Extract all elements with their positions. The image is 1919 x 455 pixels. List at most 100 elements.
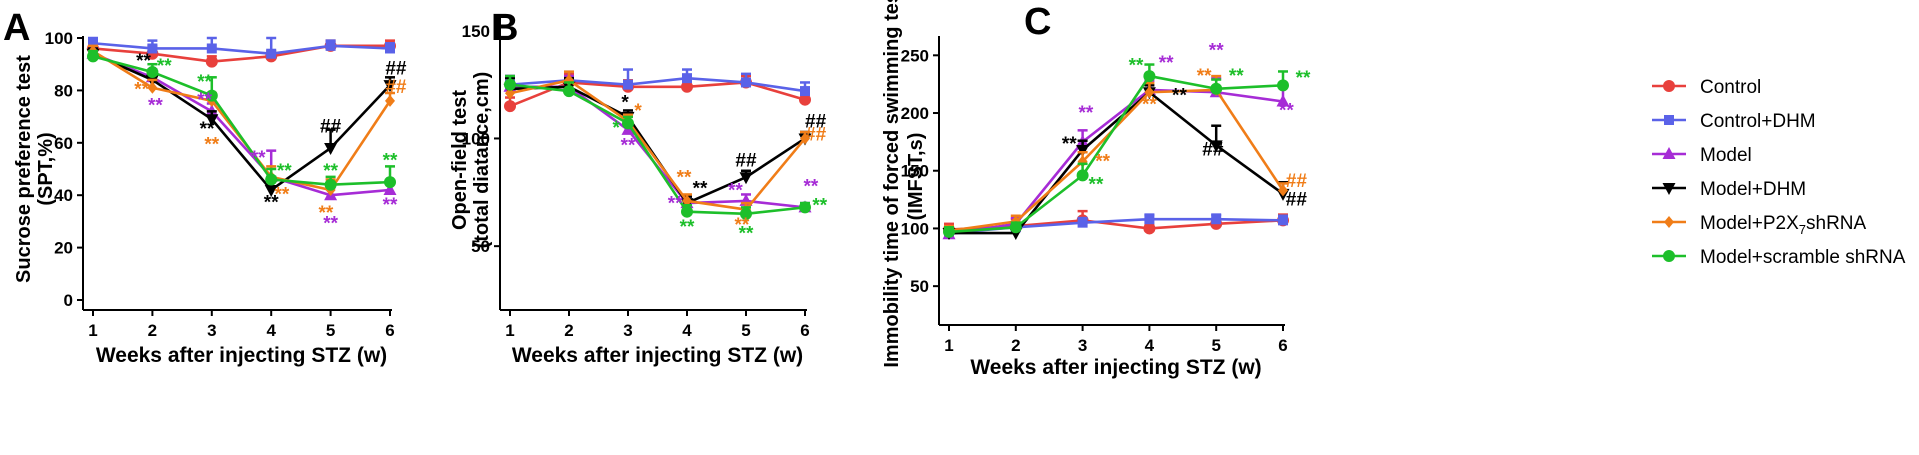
x-tick-label: 2: [148, 321, 157, 340]
significance-mark: **: [274, 184, 289, 205]
series-model: [942, 77, 1290, 240]
data-point: [740, 207, 752, 220]
y-tick-label: 20: [54, 239, 73, 258]
data-point: [206, 43, 217, 54]
legend-entry-model: Model: [1652, 145, 1752, 166]
series-line: [92, 52, 391, 192]
data-point: [1277, 79, 1289, 92]
significance-mark: ##: [320, 116, 342, 137]
data-point: [741, 77, 751, 88]
legend-marker: [1663, 80, 1675, 92]
data-point: [622, 117, 634, 130]
chart-panel-c: 50 100 150 200 250 1 2 3 4 5 6 Weeks after injectin…: [881, 0, 1311, 379]
legend-label: Model+P2X7shRNA: [1700, 213, 1867, 237]
data-point: [147, 43, 158, 54]
significance-mark: **: [1209, 40, 1224, 61]
data-point: [265, 173, 278, 186]
data-point: [324, 178, 337, 191]
series-line: [948, 88, 1285, 233]
series-line: [509, 79, 807, 211]
significance-mark: **: [323, 161, 338, 182]
series-model-dhm: [86, 47, 397, 197]
significance-mark: **: [812, 196, 827, 217]
x-tick-label: 1: [88, 321, 97, 340]
x-tick-label: 2: [564, 321, 573, 340]
significance-mark: **: [728, 181, 743, 202]
legend-label: Control: [1700, 77, 1761, 98]
panel-letter-c: C: [1024, 1, 1051, 43]
data-point: [1144, 86, 1155, 99]
x-tick-label: 4: [266, 321, 276, 340]
significance-mark: **: [1296, 68, 1311, 89]
data-point: [799, 93, 811, 106]
x-tick-label: 3: [207, 321, 216, 340]
x-axis-label: Weeks after injecting STZ (w): [970, 356, 1261, 379]
legend-entry-model-scramble-shrna: Model+scramble shRNA: [1652, 247, 1906, 268]
data-point: [205, 114, 219, 127]
data-point: [1143, 222, 1156, 235]
data-point: [324, 143, 338, 156]
data-point: [1278, 184, 1288, 197]
data-point: [739, 172, 753, 185]
y-axis-label-unit: (SPT,%): [35, 132, 57, 205]
y-tick-label: 50: [471, 237, 490, 256]
data-point: [799, 201, 811, 214]
y-tick-label: 250: [901, 46, 929, 65]
series-model-scramble-shrna: [504, 74, 811, 220]
significance-mark: *: [634, 101, 642, 122]
series-line: [509, 76, 806, 93]
x-tick-label: 5: [326, 321, 335, 340]
x-tick-label: 3: [1078, 336, 1087, 355]
series-control: [504, 72, 811, 113]
significance-mark: ##: [385, 59, 407, 80]
y-axis-label-unit: (total diatance,cm): [471, 72, 493, 249]
legend-marker: [1664, 115, 1674, 125]
significance-mark: **: [323, 213, 338, 234]
significance-mark: **: [383, 195, 398, 216]
x-tick-label: 1: [944, 336, 953, 355]
significance-mark: **: [197, 90, 212, 111]
y-tick-label: 100: [901, 219, 929, 238]
series-line: [92, 55, 391, 187]
legend-label: Control+DHM: [1700, 111, 1816, 132]
series-model: [503, 74, 812, 213]
series-control: [87, 39, 396, 68]
significance-mark: ##: [1202, 140, 1224, 161]
significance-mark: **: [277, 161, 292, 182]
significance-mark: **: [148, 95, 163, 116]
significance-mark: **: [251, 148, 266, 169]
data-point: [264, 184, 278, 197]
significance-mark: **: [677, 168, 692, 189]
series-line: [509, 85, 806, 205]
significance-mark: **: [1079, 103, 1094, 124]
series-line: [510, 85, 806, 209]
series-line: [92, 52, 391, 197]
data-point: [1076, 169, 1089, 182]
significance-mark: ##: [385, 77, 407, 98]
significance-mark: **: [668, 194, 683, 215]
data-point: [1210, 82, 1223, 95]
data-point: [384, 176, 396, 189]
x-tick-label: 6: [800, 321, 809, 340]
significance-mark: **: [734, 215, 749, 236]
data-point: [87, 50, 99, 63]
legend-label: Model: [1700, 145, 1752, 166]
significance-mark: *: [621, 92, 629, 113]
series-model-dhm: [503, 76, 812, 211]
legend: Control Control+DHM Model Model+DHM Model+P2…: [1652, 77, 1906, 268]
significance-mark: **: [264, 192, 279, 213]
legend-entry-control-dhm: Control+DHM: [1652, 111, 1816, 132]
panel-letter-b: B: [491, 7, 518, 49]
significance-mark: **: [1142, 95, 1157, 116]
x-tick-label: 4: [1145, 336, 1155, 355]
series-line: [948, 74, 1284, 234]
significance-mark: **: [318, 203, 333, 224]
legend-entry-model-p2x7shrna: Model+P2X7shRNA: [1652, 213, 1867, 237]
y-tick-label: 150: [462, 22, 490, 41]
x-tick-label: 2: [1011, 336, 1020, 355]
data-point: [682, 194, 692, 207]
legend-entry-control: Control: [1652, 77, 1761, 98]
data-point: [681, 205, 693, 218]
data-point: [504, 78, 516, 91]
y-tick-label: 100: [45, 29, 73, 48]
